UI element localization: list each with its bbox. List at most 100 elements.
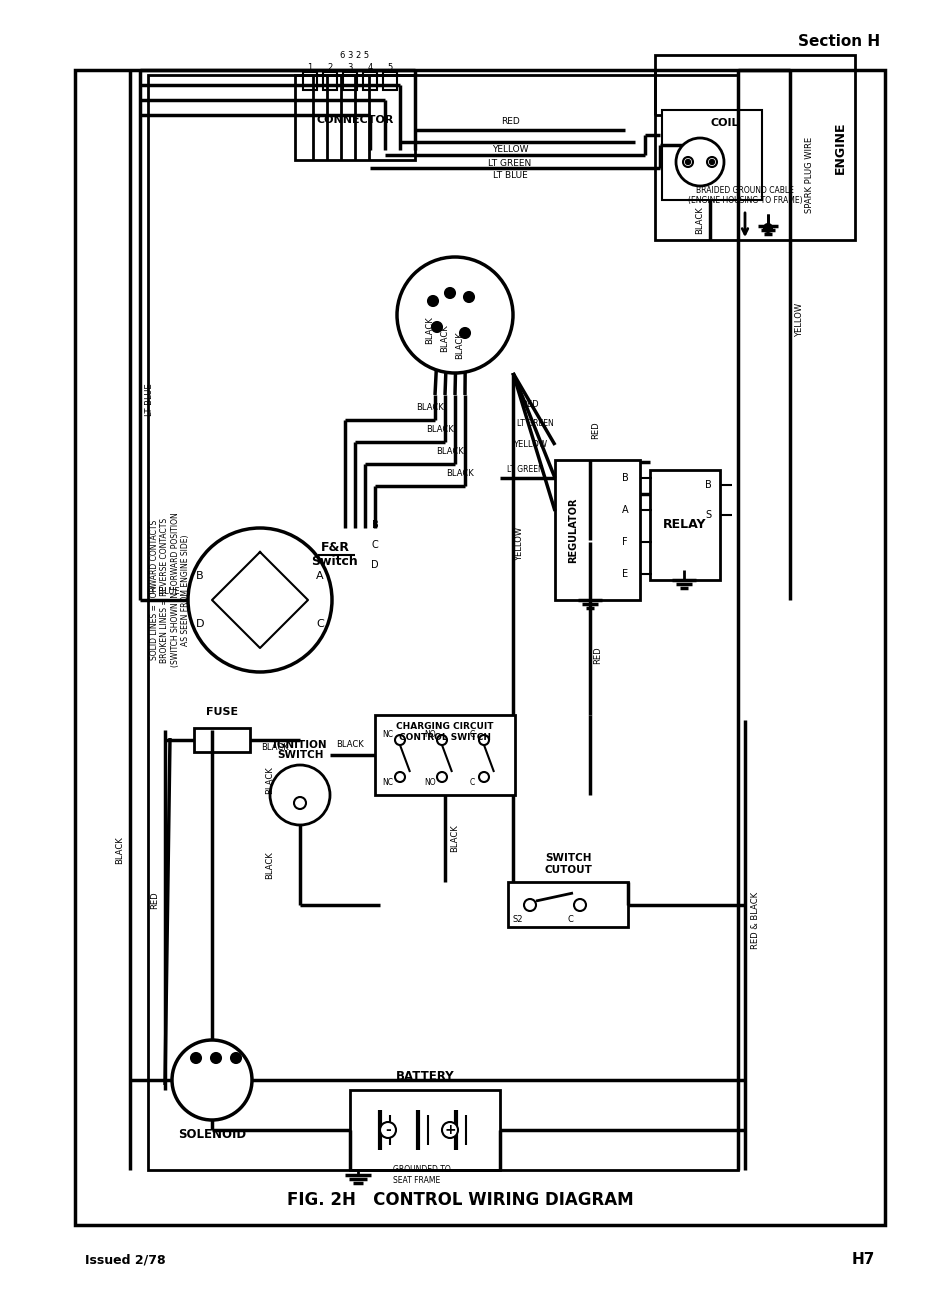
Text: BLACK: BLACK [415, 403, 444, 412]
Text: C: C [469, 779, 474, 788]
Text: 2: 2 [327, 62, 332, 72]
Text: F&R: F&R [320, 542, 349, 555]
Text: LT GREEN: LT GREEN [506, 465, 543, 474]
Text: BLACK: BLACK [450, 824, 459, 852]
Text: D: D [195, 619, 204, 629]
Text: Issued 2/78: Issued 2/78 [85, 1253, 165, 1266]
Text: LT GREEN: LT GREEN [516, 420, 553, 429]
Text: RED: RED [521, 400, 538, 410]
Text: SWITCH: SWITCH [277, 750, 323, 760]
Text: C: C [469, 731, 474, 740]
Text: Switch: Switch [312, 555, 358, 568]
Text: 3: 3 [347, 62, 352, 72]
Bar [362, 72, 377, 90]
Text: COIL: COIL [710, 118, 738, 127]
Circle shape [395, 734, 405, 745]
Circle shape [379, 1122, 396, 1138]
Circle shape [395, 772, 405, 783]
Text: GROUNDED TO
SEAT FRAME: GROUNDED TO SEAT FRAME [393, 1165, 450, 1184]
Text: BLACK: BLACK [261, 744, 289, 753]
Circle shape [211, 1053, 221, 1063]
Bar [654, 55, 854, 240]
Circle shape [436, 734, 447, 745]
Text: CONNECTOR: CONNECTOR [316, 114, 394, 125]
Text: S2: S2 [513, 914, 523, 923]
Text: NO: NO [424, 731, 435, 740]
Circle shape [460, 328, 469, 338]
Text: BLACK: BLACK [115, 836, 125, 864]
Text: BRAIDED GROUND CABLE
(ENGINE HOUSING TO FRAME): BRAIDED GROUND CABLE (ENGINE HOUSING TO … [687, 186, 801, 205]
Circle shape [294, 797, 306, 809]
Text: H7: H7 [851, 1252, 874, 1267]
Text: FUSE: FUSE [206, 707, 238, 718]
Text: C: C [316, 619, 324, 629]
Circle shape [191, 1053, 201, 1063]
Text: YELLOW: YELLOW [491, 146, 528, 155]
Circle shape [763, 224, 771, 231]
Text: ENGINE: ENGINE [833, 122, 846, 174]
Circle shape [428, 296, 437, 306]
Text: RED: RED [591, 421, 599, 439]
Circle shape [523, 900, 535, 911]
Text: 5: 5 [387, 62, 392, 72]
Text: 4: 4 [367, 62, 372, 72]
Text: C: C [371, 540, 378, 550]
Text: D: D [371, 560, 379, 569]
Text: CHARGING CIRCUIT: CHARGING CIRCUIT [396, 723, 493, 732]
Text: RELAY: RELAY [663, 519, 706, 532]
Circle shape [442, 1122, 458, 1138]
Circle shape [230, 1053, 241, 1063]
Circle shape [445, 289, 454, 298]
Text: S: S [704, 510, 710, 520]
Text: SOLENOID: SOLENOID [177, 1128, 245, 1141]
Text: LT BLUE: LT BLUE [492, 172, 527, 181]
Text: A: A [316, 571, 324, 581]
Bar [508, 881, 628, 927]
Text: RED: RED [593, 646, 602, 664]
Text: SWITCH: SWITCH [544, 853, 591, 863]
Text: REGULATOR: REGULATOR [567, 497, 578, 563]
Bar [295, 75, 414, 160]
Text: BLACK: BLACK [426, 425, 453, 434]
Text: 6 3 2 5: 6 3 2 5 [340, 51, 369, 60]
Text: CONTROL SWITCH: CONTROL SWITCH [398, 733, 491, 742]
Text: BATTERY: BATTERY [396, 1070, 454, 1083]
Text: B: B [704, 480, 711, 490]
Text: BLACK: BLACK [455, 332, 464, 359]
Bar [375, 715, 514, 796]
Text: B: B [621, 473, 628, 484]
Circle shape [436, 772, 447, 783]
Text: RED: RED [150, 892, 160, 909]
Bar [662, 111, 761, 200]
Circle shape [172, 1040, 252, 1121]
Text: BLACK: BLACK [440, 324, 449, 352]
Text: BLACK: BLACK [265, 852, 274, 879]
Text: F: F [621, 537, 627, 547]
Circle shape [573, 900, 585, 911]
Circle shape [683, 157, 692, 166]
Circle shape [479, 734, 488, 745]
Bar [303, 72, 316, 90]
Bar [194, 728, 250, 751]
Text: LT BLUE: LT BLUE [146, 588, 179, 597]
Text: B: B [196, 571, 204, 581]
Bar [148, 75, 737, 1170]
Text: SPARK PLUG WIRE: SPARK PLUG WIRE [804, 136, 814, 213]
Circle shape [706, 157, 716, 166]
Text: A: A [621, 504, 628, 515]
Circle shape [431, 322, 442, 332]
Circle shape [396, 257, 513, 373]
Text: BLACK: BLACK [695, 207, 704, 234]
Text: BLACK: BLACK [265, 766, 274, 794]
Bar [323, 72, 337, 90]
Text: CUTOUT: CUTOUT [544, 864, 591, 875]
Text: BLACK: BLACK [436, 447, 464, 456]
Bar [75, 70, 885, 1225]
Text: B: B [371, 520, 378, 530]
Text: RED & BLACK: RED & BLACK [750, 892, 760, 949]
Circle shape [709, 160, 714, 165]
Text: 1: 1 [307, 62, 312, 72]
Text: RED: RED [500, 117, 519, 126]
Circle shape [479, 772, 488, 783]
Text: BLACK: BLACK [446, 469, 473, 478]
